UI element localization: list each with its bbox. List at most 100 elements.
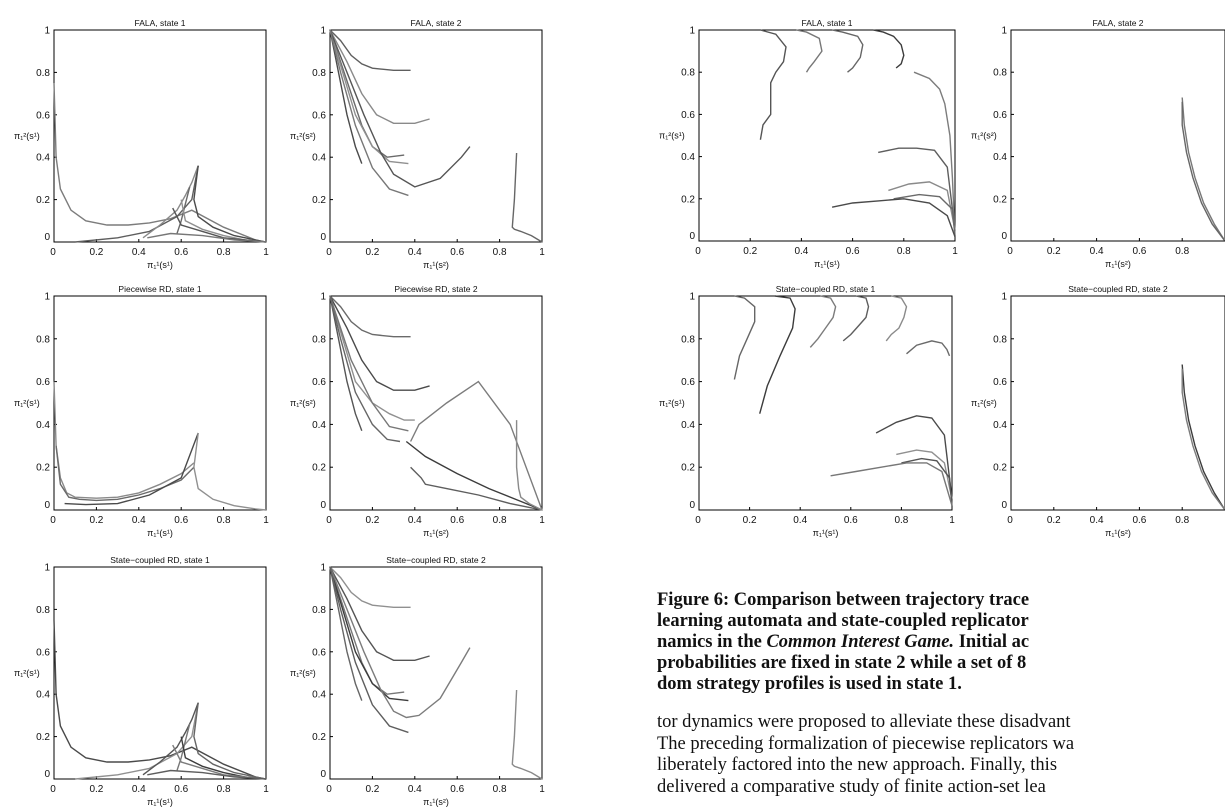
trajectory-line (329, 566, 471, 719)
x-axis-label: π₁¹(s²) (423, 260, 449, 270)
plot-frame (329, 29, 543, 243)
origin-tick-label: 0 (1001, 500, 1007, 511)
trajectory-line (831, 29, 864, 73)
y-tick-label: 0.2 (36, 463, 50, 474)
plot-frame (1010, 29, 1225, 242)
trajectory-line (329, 295, 409, 432)
trajectory-line (75, 702, 199, 780)
series-group (53, 381, 267, 511)
chart-panel: FALA, state 1 0 0.2 0.4 0.6 0.8 1 0.2 0.4 0.6 0.8 1… (14, 18, 269, 270)
body-line: tor dynamics were proposed to alleviate … (657, 712, 1071, 732)
chart-title: FALA, state 2 (1092, 18, 1143, 28)
trajectory-line (329, 29, 363, 164)
x-tick-label: 0 (1007, 515, 1013, 526)
series-group (329, 295, 543, 511)
y-tick-label: 1 (44, 563, 50, 574)
chart-title: Piecewise RD, state 2 (394, 284, 477, 294)
trajectory-line (733, 295, 756, 380)
x-tick-label: 1 (539, 784, 545, 795)
x-tick-label: 0.2 (89, 247, 103, 258)
x-tick-label: 0.8 (217, 784, 231, 795)
plot-frame (1010, 295, 1225, 511)
trajectory-line (329, 295, 411, 338)
x-tick-label: 0.8 (894, 515, 908, 526)
chart-panel: State−coupled RD, state 2 0 0.2 0.4 0.6 0.8 0.… (971, 284, 1225, 538)
y-tick-label: 0.8 (36, 334, 50, 345)
x-tick-label: 0 (50, 247, 56, 258)
chart-title: State−coupled RD, state 2 (1068, 284, 1168, 294)
trajectory-line (329, 566, 409, 734)
y-tick-label: 0.6 (993, 110, 1007, 121)
y-tick-label: 0.8 (312, 334, 326, 345)
trajectory-line (193, 165, 267, 243)
trajectory-line (831, 198, 956, 238)
origin-tick-label: 0 (1001, 231, 1007, 242)
trajectory-line (193, 432, 267, 511)
trajectory-line (885, 295, 908, 342)
chart-title: FALA, state 1 (801, 18, 852, 28)
chart-panel: State−coupled RD, state 1 0 0.2 0.4 0.6 0.8 1 0… (14, 555, 269, 807)
y-tick-label: 0.6 (681, 110, 695, 121)
series-group (1181, 97, 1224, 241)
trajectory-line (893, 193, 956, 237)
y-tick-label: 0.6 (993, 377, 1007, 388)
x-tick-label: 0.6 (450, 784, 464, 795)
y-tick-label: 0.4 (993, 420, 1007, 431)
trajectory-line (329, 29, 471, 188)
x-tick-label: 0.6 (846, 246, 860, 257)
x-tick-label: 0.8 (1175, 246, 1189, 257)
trajectory-line (1181, 97, 1224, 241)
x-tick-label: 1 (539, 247, 545, 258)
trajectory-line (906, 340, 951, 357)
x-tick-label: 0 (1007, 246, 1013, 257)
y-tick-label: 0.2 (312, 732, 326, 743)
y-tick-label: 0.4 (312, 420, 326, 431)
origin-tick-label: 0 (44, 769, 50, 780)
x-tick-label: 0.2 (365, 784, 379, 795)
y-tick-label: 0.2 (36, 195, 50, 206)
y-axis-label: π₁²(s²) (290, 131, 316, 141)
x-tick-label: 0.4 (794, 246, 808, 257)
figure-caption: Figure 6: Comparison between trajectory … (657, 590, 1225, 695)
origin-tick-label: 0 (689, 231, 695, 242)
y-axis-label: π₁²(s¹) (659, 131, 685, 141)
x-tick-label: 1 (263, 784, 269, 795)
y-tick-label: 0.2 (681, 463, 695, 474)
trajectory-line (329, 29, 409, 197)
y-tick-label: 0.4 (312, 690, 326, 701)
x-tick-label: 0.2 (743, 246, 757, 257)
trajectory-line (1181, 364, 1224, 510)
chart-title: State−coupled RD, state 2 (386, 555, 486, 565)
x-axis-label: π₁¹(s²) (1105, 259, 1131, 269)
body-line: liberately factored into the new approac… (657, 755, 1058, 775)
x-tick-label: 0.8 (217, 515, 231, 526)
trajectory-line (329, 566, 409, 702)
x-tick-label: 0.4 (793, 515, 807, 526)
x-tick-label: 0 (326, 247, 332, 258)
y-tick-label: 1 (320, 292, 326, 303)
trajectory-line (329, 295, 363, 432)
trajectory-line (796, 29, 823, 73)
x-tick-label: 0 (695, 515, 701, 526)
y-tick-label: 1 (320, 563, 326, 574)
origin-tick-label: 0 (44, 500, 50, 511)
y-tick-label: 0.4 (312, 153, 326, 164)
x-tick-label: 0.2 (365, 515, 379, 526)
trajectory-line (53, 82, 267, 243)
chart-panel: FALA, state 2 0 0.2 0.4 0.6 0.8 0.2 0.4 0.6 0.8 1 0… (971, 18, 1225, 269)
trajectory-line (64, 432, 199, 506)
body-line: delivered a comparative study of finite … (657, 776, 1046, 797)
x-tick-label: 0 (50, 515, 56, 526)
x-axis-label: π₁¹(s²) (423, 528, 449, 538)
x-tick-label: 1 (263, 515, 269, 526)
y-tick-label: 1 (44, 26, 50, 37)
trajectory-line (147, 769, 267, 780)
origin-tick-label: 0 (320, 232, 326, 243)
x-tick-label: 0.2 (743, 515, 757, 526)
plot-frame (329, 566, 543, 780)
x-tick-label: 0.2 (89, 515, 103, 526)
x-tick-label: 0.4 (1090, 246, 1104, 257)
origin-tick-label: 0 (689, 500, 695, 511)
y-tick-label: 1 (1001, 26, 1007, 37)
chart-panel: FALA, state 2 0 0.2 0.4 0.6 0.8 1 0.2 0.4 0.6 0.8 1… (290, 18, 545, 270)
